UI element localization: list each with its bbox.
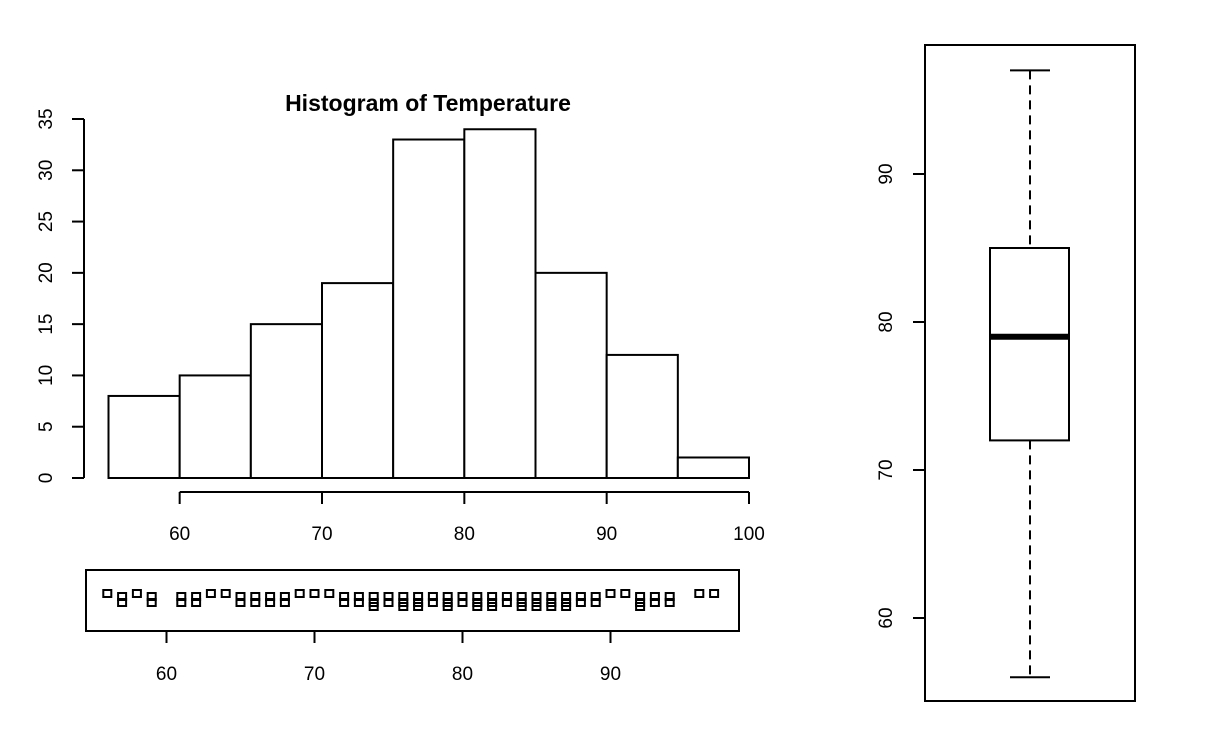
histogram-bar [676,456,750,480]
strip-point [279,598,290,607]
x-tick-label: 80 [454,524,475,545]
strip-point [516,602,527,611]
strip-point [383,598,394,607]
strip-point [398,602,409,611]
boxplot-y-axis: 60 70 80 90 [876,163,925,629]
histogram-x-axis: 60 70 80 90 100 [169,491,765,545]
strip-point [635,602,646,611]
strip-point [368,602,379,611]
strip-point [649,598,660,607]
histogram-bar [178,374,252,479]
strip-point [353,598,364,607]
histogram-bar [321,282,395,479]
strip-point [413,602,424,611]
strip-point [501,598,512,607]
x-tick-label: 60 [169,524,190,545]
x-tick-label: 90 [596,524,617,545]
strip-point [546,602,557,611]
y-tick-label: 0 [36,473,57,484]
strip-point [131,589,142,598]
histogram-bar [605,353,679,479]
strip-point [265,598,276,607]
strip-point [102,589,113,598]
histogram-chart: Histogram of Temperature 05101520253035 … [36,90,765,545]
strip-point [442,602,453,611]
histogram-y-axis: 0 5 10 15 20 25 30 35 [36,108,85,484]
strip-point [324,589,335,598]
strip-point [235,598,246,607]
stripchart-frame [85,569,740,632]
strip-point [117,598,128,607]
strip-point [561,602,572,611]
stripchart-x-axis: 60 70 80 90 [156,631,621,685]
y-tick-label: 10 [36,365,57,386]
strip-point [205,589,216,598]
y-tick-label: 35 [36,108,57,129]
boxplot-box [989,247,1070,442]
strip-point [694,589,705,598]
y-tick-label: 90 [876,163,897,184]
x-tick-label: 70 [304,664,325,685]
y-tick-label: 15 [36,314,57,335]
x-tick-label: 80 [452,664,473,685]
x-tick-label: 100 [733,524,765,545]
y-tick-label: 60 [876,607,897,628]
strip-point [191,598,202,607]
strip-point [146,598,157,607]
strip-point [220,589,231,598]
histogram-title: Histogram of Temperature [285,90,571,116]
strip-point [575,598,586,607]
stripchart: 60 70 80 90 [85,569,740,685]
strip-point [620,589,631,598]
histogram-bar [392,138,466,479]
strip-point [309,589,320,598]
strip-point [176,598,187,607]
strip-point [472,602,483,611]
strip-point [709,589,720,598]
y-tick-label: 70 [876,459,897,480]
boxplot-elements [989,69,1070,679]
strip-point [250,598,261,607]
x-tick-label: 90 [600,664,621,685]
histogram-bar [107,394,181,480]
x-tick-label: 70 [311,524,332,545]
strip-point [457,598,468,607]
strip-point [487,602,498,611]
x-tick-label: 60 [156,664,177,685]
strip-point [590,598,601,607]
y-tick-label: 5 [36,421,57,432]
y-tick-label: 80 [876,311,897,332]
histogram-bar [249,323,323,479]
histogram-bar [463,128,537,479]
y-tick-label: 30 [36,160,57,181]
y-tick-label: 20 [36,262,57,283]
histogram-bar [534,271,608,479]
strip-point [664,598,675,607]
strip-point [531,602,542,611]
strip-point [605,589,616,598]
boxplot-chart: 60 70 80 90 [876,44,1136,702]
strip-point [339,598,350,607]
y-tick-label: 25 [36,211,57,232]
strip-point [427,598,438,607]
stripchart-points [102,589,720,611]
histogram-bars [107,128,750,480]
boxplot-frame [924,44,1136,702]
strip-point [294,589,305,598]
